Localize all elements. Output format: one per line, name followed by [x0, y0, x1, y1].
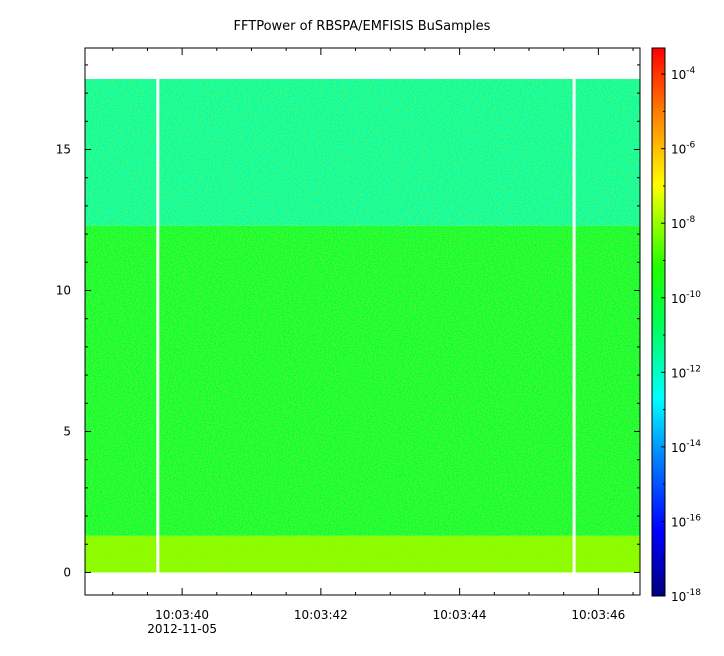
- colorbar-tick-label: 10-16: [671, 513, 701, 529]
- colorbar-tick-label: 10-14: [671, 439, 701, 455]
- plot-area: [85, 48, 640, 595]
- y-tick-label: 15: [56, 143, 71, 157]
- colorbar-tick-label: 10-6: [671, 141, 696, 157]
- colorbar-tick-exponent: -14: [686, 439, 701, 449]
- colorbar-tick-label: 10-10: [671, 290, 701, 306]
- y-tick-label: 10: [56, 283, 71, 297]
- y-tick-label: 5: [63, 424, 71, 438]
- colorbar-tick-exponent: -12: [686, 364, 701, 374]
- data-gap-1: [572, 79, 576, 573]
- x-tick-label: 10:03:46: [571, 608, 625, 622]
- colorbar-tick-label: 10-12: [671, 364, 701, 380]
- colorbar-tick-exponent: -16: [686, 513, 701, 523]
- colorbar-tick-label: 10-18: [671, 588, 701, 604]
- x-tick-date-label: 2012-11-05: [147, 622, 217, 636]
- plot-frame: [84, 47, 641, 596]
- y-axis: 0 5 10 15: [56, 64, 640, 579]
- colorbar-tick-exponent: -4: [686, 66, 695, 76]
- colorbar: 10-18 10-16 10-14 10-12 10-10 10-8 10-6 10-4: [651, 47, 701, 604]
- x-tick-label: 10:03:40: [155, 608, 209, 622]
- colorbar-tick-exponent: -18: [686, 588, 701, 598]
- data-gap-0: [156, 79, 160, 573]
- chart-title: FFTPower of RBSPA/EMFISIS BuSamples: [234, 19, 491, 34]
- colorbar-tick-label: 10-8: [671, 215, 696, 231]
- colorbar-tick-exponent: -6: [686, 141, 695, 151]
- x-tick-label: 10:03:42: [294, 608, 348, 622]
- colorbar-tick-label: 10-4: [671, 66, 696, 82]
- colorbar-gradient: [651, 47, 666, 597]
- noise-texture: [85, 79, 640, 573]
- y-tick-label: 0: [63, 565, 71, 579]
- colorbar-tick-exponent: -8: [686, 215, 695, 225]
- colorbar-tick-exponent: -10: [686, 290, 701, 300]
- x-tick-label: 10:03:44: [433, 608, 487, 622]
